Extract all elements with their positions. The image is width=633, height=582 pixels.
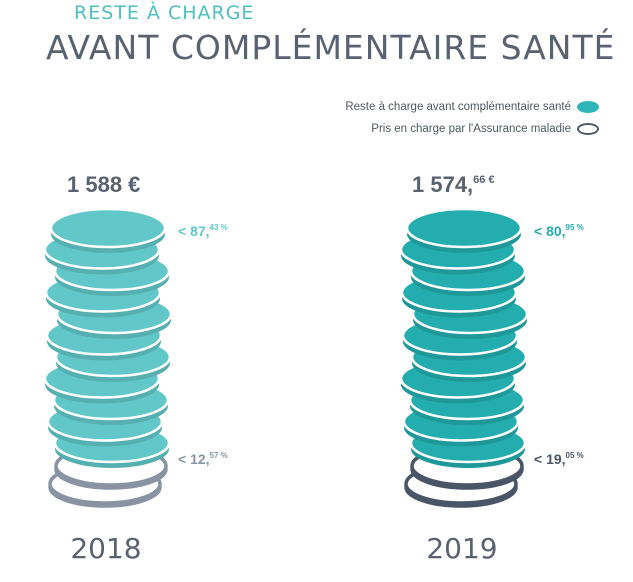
legend: Reste à charge avant complémentaire sant…: [239, 96, 599, 140]
total-amount-2019: 1 574,66 €: [412, 172, 495, 197]
legend-label-reste: Reste à charge avant complémentaire sant…: [345, 101, 571, 113]
pct-reste-main: < 80,: [534, 223, 566, 239]
legend-swatch-filled-icon: [577, 101, 599, 113]
pct-assurance-main: < 12,: [178, 451, 210, 467]
pct-assurance-2018: < 12,57 %: [178, 451, 228, 467]
pct-reste-sup: 95 %: [566, 223, 584, 232]
legend-swatch-outline-icon: [577, 123, 599, 135]
teal-coin: [405, 207, 523, 253]
chart-subtitle: RESTE À CHARGE: [74, 2, 255, 24]
coin-stack-2019: [399, 207, 529, 508]
coin-stack-2018: [43, 207, 173, 508]
pct-assurance-sup: 57 %: [210, 451, 228, 460]
chart-title: AVANT COMPLÉMENTAIRE SANTÉ: [46, 28, 616, 67]
legend-label-assurance: Pris en charge par l'Assurance maladie: [371, 123, 571, 135]
year-label-2019: 2019: [426, 532, 497, 565]
pct-reste-2019: < 80,95 %: [534, 223, 584, 239]
teal-coin: [49, 207, 167, 253]
legend-item-reste: Reste à charge avant complémentaire sant…: [239, 96, 599, 118]
total-superscript: 66 €: [473, 174, 494, 186]
teal-coin-face: [405, 207, 523, 249]
pct-reste-2018: < 87,43 %: [178, 223, 228, 239]
legend-item-assurance: Pris en charge par l'Assurance maladie: [239, 118, 599, 140]
total-main: 1 574,: [412, 172, 473, 197]
pct-assurance-2019: < 19,05 %: [534, 451, 584, 467]
pct-reste-main: < 87,: [178, 223, 210, 239]
teal-coin-face: [49, 207, 167, 249]
year-label-2018: 2018: [70, 532, 141, 565]
total-amount-2018: 1 588 €: [67, 172, 140, 197]
pct-reste-sup: 43 %: [210, 223, 228, 232]
pct-assurance-sup: 05 %: [566, 451, 584, 460]
pct-assurance-main: < 19,: [534, 451, 566, 467]
total-main: 1 588 €: [67, 172, 140, 197]
